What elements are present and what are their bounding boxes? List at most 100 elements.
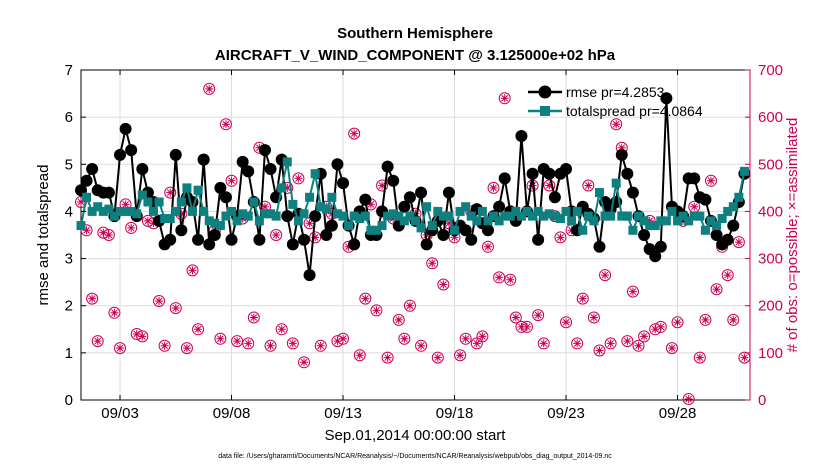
totalspread-point-12 xyxy=(143,197,153,207)
rmse-point-1 xyxy=(80,174,93,187)
totalspread-point-107 xyxy=(673,216,683,226)
totalspread-point-14 xyxy=(154,197,164,207)
obs-assimilated-marker-103 xyxy=(651,325,660,334)
obs-assimilated-marker-9 xyxy=(127,223,136,232)
totalspread-point-46 xyxy=(332,209,342,219)
totalspread-point-69 xyxy=(461,202,471,212)
rmse-point-56 xyxy=(387,174,400,187)
totalspread-point-37 xyxy=(282,157,292,167)
rmse-point-99 xyxy=(626,186,639,199)
totalspread-point-73 xyxy=(483,216,493,226)
rmse-point-40 xyxy=(298,233,310,246)
obs-possible-marker-47 xyxy=(337,332,350,345)
rmse-point-24 xyxy=(208,229,221,241)
totalspread-point-32 xyxy=(254,216,264,226)
totalspread-point-58 xyxy=(399,216,409,226)
obs-possible-marker-5 xyxy=(102,229,115,241)
totalspread-point-65 xyxy=(438,211,448,221)
totalspread-point-30 xyxy=(243,211,253,221)
totalspread-point-6 xyxy=(109,211,119,221)
obs-assimilated-marker-34 xyxy=(266,341,275,350)
totalspread-point-39 xyxy=(293,216,303,226)
obs-assimilated-marker-15 xyxy=(160,341,169,350)
left-axis-ticks: 0 1 2 3 4 5 6 7 xyxy=(65,62,86,409)
right-tick-label-3: 300 xyxy=(758,251,783,268)
x-tick-label-4: 09/23 xyxy=(547,405,585,422)
obs-possible-marker-50 xyxy=(353,349,366,362)
obs-assimilated-marker-100 xyxy=(634,341,643,350)
totalspread-point-4 xyxy=(98,206,108,216)
rmse-point-73 xyxy=(481,224,494,237)
rmse-point-85 xyxy=(548,191,561,204)
obs-assimilated-marker-43 xyxy=(316,341,325,350)
totalspread-point-71 xyxy=(472,216,482,226)
left-tick-label-3: 3 xyxy=(65,251,73,268)
totalspread-point-103 xyxy=(650,221,660,231)
totalspread-point-99 xyxy=(628,225,638,235)
obs-assimilated-marker-78 xyxy=(511,313,520,322)
obs-possible-marker-75 xyxy=(493,271,506,284)
rmse-point-61 xyxy=(415,186,428,199)
obs-assimilated-marker-5 xyxy=(104,231,113,239)
obs-possible-marker-63 xyxy=(426,257,439,270)
obs-possible-marker-58 xyxy=(398,332,411,345)
obs-possible-marker-105 xyxy=(665,342,678,355)
obs-assimilated-marker-23 xyxy=(205,84,214,93)
rmse-point-66 xyxy=(442,186,455,199)
rmse-point-81 xyxy=(526,167,539,180)
rmse-point-37 xyxy=(281,210,294,223)
x-axis-ticks: 09/03 09/08 09/13 09/18 09/23 09/28 xyxy=(101,70,696,422)
obs-assimilated-marker-116 xyxy=(729,315,738,324)
obs-assimilated-marker-111 xyxy=(701,315,710,324)
totalspread-point-13 xyxy=(148,206,158,216)
rmse-point-79 xyxy=(515,130,528,142)
totalspread-point-90 xyxy=(578,225,588,235)
rmse-point-11 xyxy=(136,163,149,175)
rmse-point-9 xyxy=(125,144,138,157)
obs-assimilated-marker-4 xyxy=(99,228,108,237)
rmse-point-46 xyxy=(331,158,344,171)
obs-assimilated-marker-113 xyxy=(712,285,721,294)
totalspread-point-111 xyxy=(695,211,705,221)
rmse-point-98 xyxy=(621,167,634,180)
totalspread-point-77 xyxy=(505,211,515,221)
rmse-point-41 xyxy=(303,269,316,282)
obs-assimilated-marker-48 xyxy=(344,242,353,251)
obs-assimilated-marker-98 xyxy=(623,337,632,346)
totalspread-point-86 xyxy=(555,214,565,223)
obs-possible-marker-89 xyxy=(571,337,584,350)
legend-spread-label: totalspread pr=4.0864 xyxy=(566,103,703,119)
obs-assimilated-marker-40 xyxy=(300,358,308,367)
obs-possible-marker-36 xyxy=(275,323,288,336)
obs-assimilated-marker-52 xyxy=(366,200,375,209)
obs-possible-marker-82 xyxy=(532,309,545,322)
totalspread-point-82 xyxy=(533,206,543,216)
obs-assimilated-marker-71 xyxy=(472,339,481,348)
rmse-point-22 xyxy=(197,153,210,166)
totalspread-point-102 xyxy=(645,221,655,231)
obs-possible-marker-15 xyxy=(158,339,171,352)
obs-assimilated-marker-82 xyxy=(534,311,543,320)
obs-assimilated-marker-117 xyxy=(734,238,743,247)
obs-assimilated-marker-118 xyxy=(740,353,749,362)
rmse-point-38 xyxy=(286,238,299,251)
totalspread-point-50 xyxy=(355,214,365,223)
totalspread-point-38 xyxy=(288,199,298,209)
obs-possible-marker-30 xyxy=(242,337,255,350)
obs-assimilated-marker-6 xyxy=(110,308,119,317)
totalspread-point-33 xyxy=(260,209,270,219)
obs-assimilated-marker-105 xyxy=(667,344,676,353)
obs-possible-marker-73 xyxy=(481,240,494,253)
totalspread-point-3 xyxy=(93,202,103,212)
obs-assimilated-marker-108 xyxy=(684,395,693,404)
obs-assimilated-marker-77 xyxy=(506,275,515,284)
rmse-point-44 xyxy=(320,229,333,241)
chart-title: Southern Hemisphere xyxy=(337,25,493,42)
right-tick-label-0: 0 xyxy=(758,392,766,409)
obs-assimilated-marker-68 xyxy=(456,351,465,360)
totalspread-point-36 xyxy=(277,183,287,193)
obs-assimilated-marker-80 xyxy=(523,322,531,331)
obs-assimilated-marker-33 xyxy=(260,202,269,211)
totalspread-point-29 xyxy=(238,209,248,219)
obs-possible-marker-83 xyxy=(537,337,550,350)
